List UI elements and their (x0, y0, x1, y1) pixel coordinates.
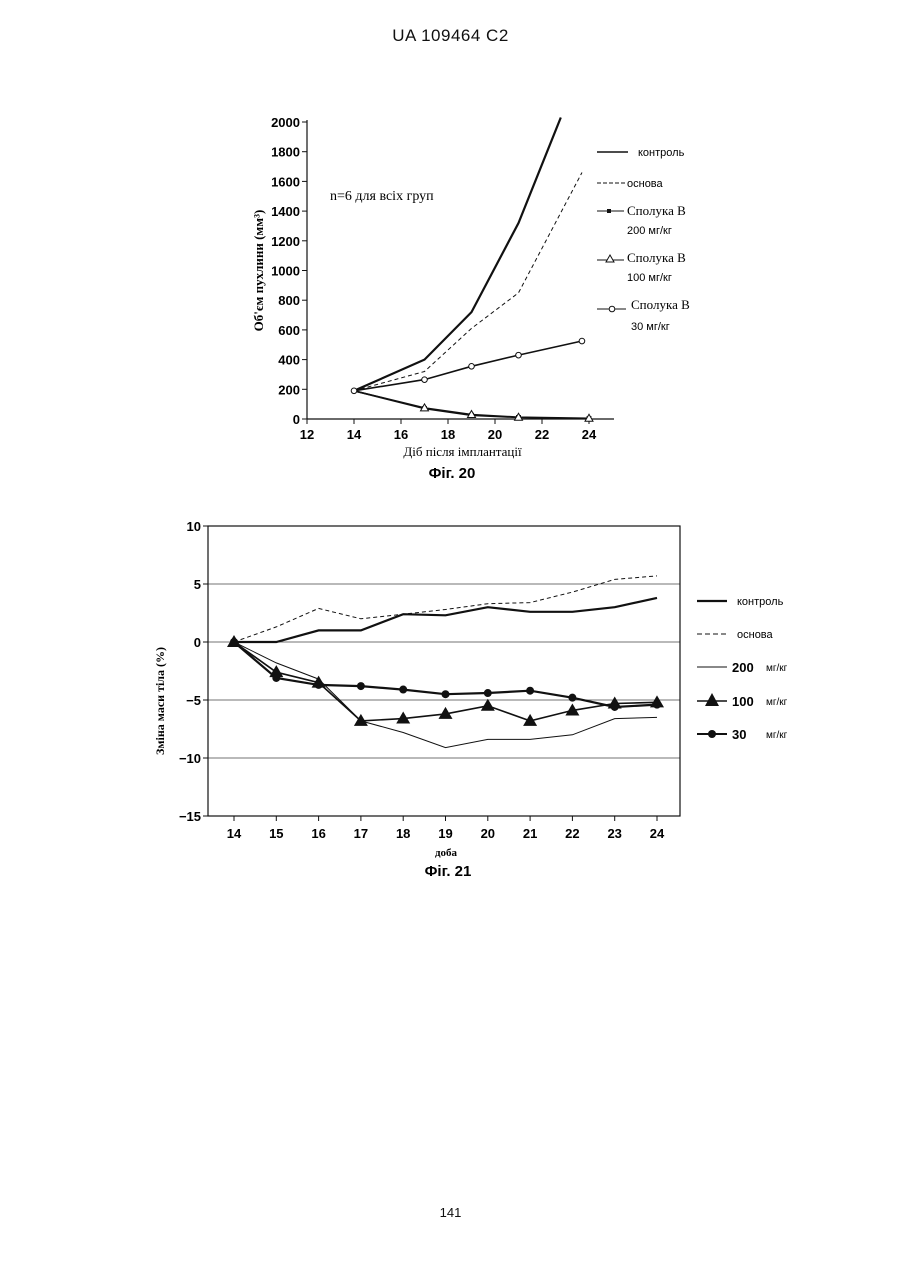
fig21-legend-control: контроль (737, 596, 784, 608)
fig21-y-tick-label: −10 (179, 751, 201, 766)
fig21-series-4-point (568, 694, 576, 702)
fig21-series-4-point (484, 689, 492, 697)
fig21-legend-100: 100 (732, 694, 754, 709)
fig21-y-tick-label: 5 (194, 577, 201, 592)
fig21-x-tick-label: 22 (565, 826, 579, 841)
fig21-y-tick-label: 0 (194, 635, 201, 650)
page-number: 141 (0, 1205, 901, 1220)
fig21-series-4-point (315, 681, 323, 689)
figure-21-chart: −15 −10 −5 0 5 10 14 15 16 17 18 19 20 21 22 23 24 доба Зм… (0, 0, 901, 900)
fig21-series-4-point (357, 682, 365, 690)
fig21-x-tick-label: 16 (311, 826, 325, 841)
fig21-x-tick-label: 20 (481, 826, 495, 841)
fig21-series-4-point (526, 687, 534, 695)
fig21-y-tick-label: 10 (187, 519, 201, 534)
fig21-series-4-point (442, 690, 450, 698)
fig21-series-4-point (230, 638, 238, 646)
fig21-legend-100-unit: мг/кг (766, 697, 788, 708)
fig21-y-axis-label: Зміна маси тіла (%) (153, 647, 167, 755)
fig21-x-tick-label: 14 (227, 826, 242, 841)
fig21-series-line-0 (234, 598, 657, 642)
fig21-legend: контроль основа 200 мг/кг 100 мг/кг 30 м… (697, 596, 788, 742)
fig21-series-4-point (653, 701, 661, 709)
fig21-series-4-point (272, 674, 280, 682)
fig21-series-3-point (481, 699, 495, 711)
fig21-legend-30: 30 (732, 727, 746, 742)
fig21-legend-30-unit: мг/кг (766, 730, 788, 741)
fig21-x-tick-label: 23 (607, 826, 621, 841)
fig21-series-4-point (399, 686, 407, 694)
fig21-legend-vehicle: основа (737, 629, 774, 641)
fig21-legend-200: 200 (732, 660, 754, 675)
fig21-y-tick-label: −5 (186, 693, 201, 708)
fig21-x-tick-label: 21 (523, 826, 537, 841)
fig21-x-tick-label: 18 (396, 826, 410, 841)
fig21-x-tick-label: 15 (269, 826, 283, 841)
fig21-x-axis-label: доба (435, 847, 458, 859)
fig21-x-tick-label: 17 (354, 826, 368, 841)
fig21-x-tick-label: 24 (650, 826, 665, 841)
fig21-series-4-point (611, 703, 619, 711)
fig21-x-tick-label: 19 (438, 826, 452, 841)
fig21-caption: Фіг. 21 (425, 863, 472, 880)
fig21-y-tick-label: −15 (179, 809, 201, 824)
fig21-legend-200-unit: мг/кг (766, 663, 788, 674)
